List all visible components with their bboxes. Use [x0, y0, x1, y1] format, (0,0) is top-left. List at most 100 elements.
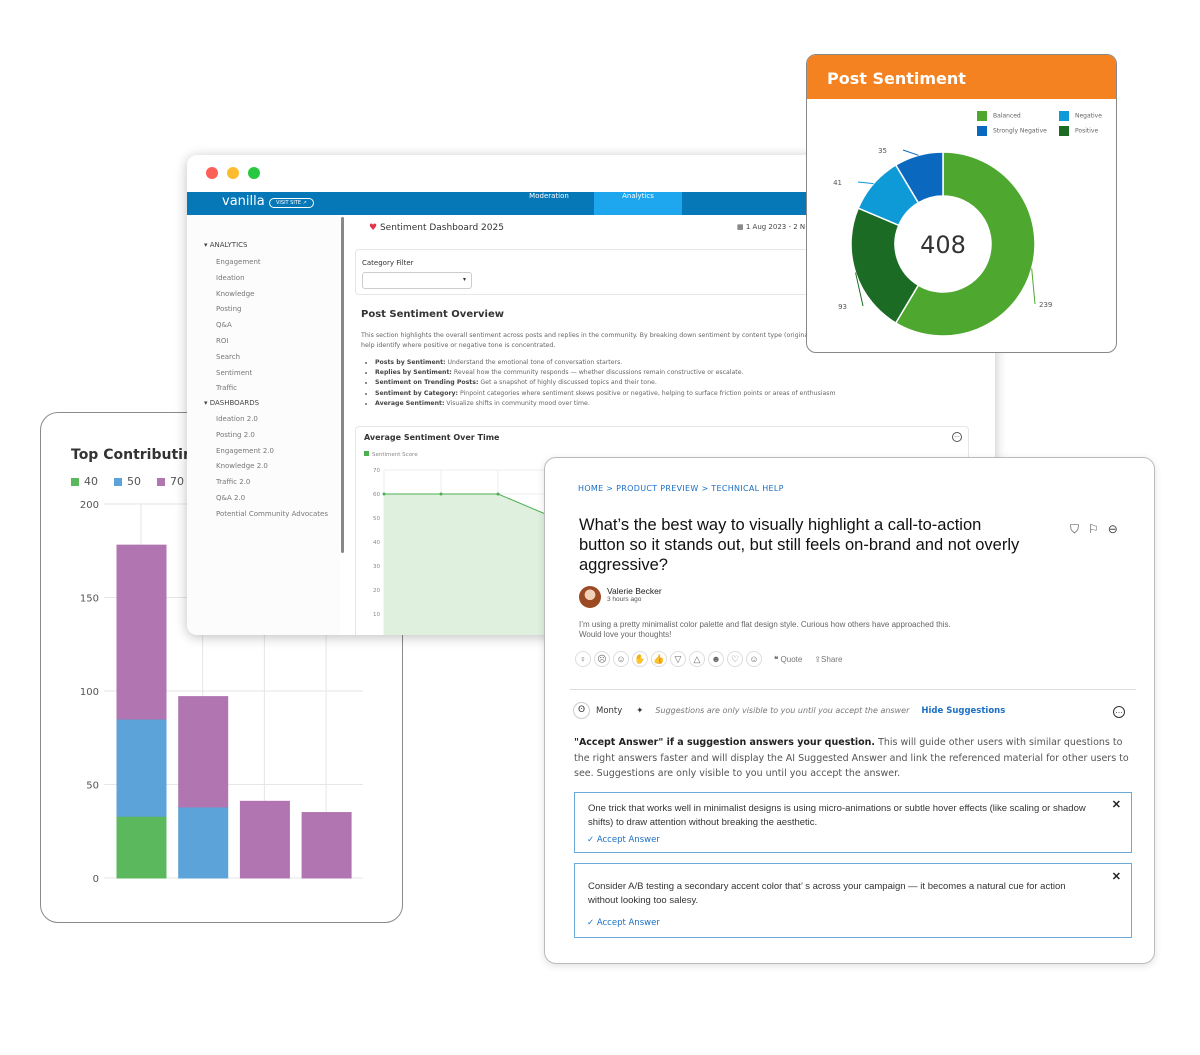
- question-post-card: HOME > PRODUCT PREVIEW > TECHNICAL HELP …: [544, 457, 1155, 964]
- lightbulb-icon[interactable]: ♀: [575, 651, 591, 667]
- hide-suggestions-link[interactable]: Hide Suggestions: [921, 705, 1006, 716]
- sidebar-item[interactable]: Q&A 2.0: [216, 494, 246, 502]
- legend-item[interactable]: 70: [157, 475, 184, 488]
- more-options-icon[interactable]: ⊖: [1107, 522, 1118, 536]
- accept-answer-button[interactable]: ✓ Accept Answer: [587, 918, 660, 928]
- y-tick-label: 50: [373, 516, 380, 522]
- y-tick-label: 0: [93, 874, 99, 885]
- sidebar-item[interactable]: Traffic: [216, 384, 238, 393]
- minimize-window-button[interactable]: [227, 167, 239, 179]
- suggestion-text: Consider A/B testing a secondary accent …: [588, 881, 1066, 906]
- more-options-icon[interactable]: …: [952, 432, 962, 442]
- label-leader: [855, 272, 864, 307]
- sidebar-item[interactable]: Potential Community Advocates: [216, 509, 328, 518]
- dismiss-suggestion-button[interactable]: ✕: [1111, 871, 1121, 883]
- quote-button[interactable]: ❝ Quote: [774, 654, 803, 664]
- legend-item[interactable]: Strongly Negative: [977, 126, 1047, 136]
- dismiss-suggestion-button[interactable]: ✕: [1111, 799, 1121, 811]
- accept-answer-intro: "Accept Answer" if a suggestion answers …: [574, 737, 1129, 779]
- y-tick-label: 100: [80, 687, 99, 698]
- bar-segment: [116, 718, 167, 817]
- vanilla-logo[interactable]: vanilla: [222, 194, 265, 209]
- sidebar-item[interactable]: Traffic 2.0: [216, 478, 251, 487]
- sidebar-item[interactable]: Ideation: [216, 273, 245, 282]
- analytics-dashboard-window: vanilla VISIT SITE ↗ Moderation Analytic…: [187, 155, 995, 635]
- laugh-icon[interactable]: ☻: [708, 651, 724, 667]
- overview-text: This section highlights the overall sent…: [361, 332, 809, 349]
- flag-icon[interactable]: ⚐: [1088, 522, 1099, 536]
- sidebar-item[interactable]: Posting 2.0: [216, 430, 255, 439]
- y-tick-label: 200: [80, 500, 99, 511]
- legend-item[interactable]: Balanced: [977, 111, 1021, 121]
- tab-analytics[interactable]: Analytics: [594, 192, 682, 215]
- sidebar-scrollbar[interactable]: [341, 217, 344, 553]
- category-filter-select[interactable]: ▾: [362, 272, 472, 289]
- y-tick-label: 30: [373, 564, 380, 570]
- down-vote-icon[interactable]: ▽: [670, 651, 686, 667]
- donut-slice: [850, 207, 920, 324]
- dashboard-title: ♥ Sentiment Dashboard 2025: [369, 223, 504, 233]
- sad-face-icon[interactable]: ☹: [594, 651, 610, 667]
- post-sentiment-card: Post Sentiment Balanced Negative Strongl…: [806, 54, 1117, 353]
- sidebar-item[interactable]: Posting: [216, 305, 242, 314]
- sidebar-item[interactable]: ROI: [216, 337, 229, 345]
- sidebar-section-dashboards[interactable]: ▾ DASHBOARDS: [204, 399, 260, 407]
- y-tick-label: 70: [373, 468, 380, 474]
- legend-item[interactable]: Negative: [1059, 111, 1102, 121]
- tab-moderation[interactable]: Moderation: [529, 192, 569, 200]
- sparkle-icon: ✦: [636, 705, 644, 716]
- sidebar-section-analytics[interactable]: ▾ ANALYTICS: [204, 241, 248, 249]
- share-icon: ⇪: [814, 654, 822, 664]
- bookmark-icon[interactable]: ⛉: [1070, 522, 1080, 536]
- sidebar-item[interactable]: Search: [216, 352, 241, 361]
- smile-icon[interactable]: ☺: [613, 651, 629, 667]
- bar-segment: [239, 800, 290, 879]
- overview-bullet: Sentiment on Trending Posts: Get a snaps…: [375, 378, 836, 388]
- more-options-icon[interactable]: …: [1113, 706, 1125, 718]
- y-tick-label: 10: [373, 612, 380, 618]
- legend-item[interactable]: 50: [114, 475, 141, 488]
- grin-icon[interactable]: ☺: [746, 651, 762, 667]
- sidebar: ▾ ANALYTICS Engagement Ideation Knowledge P…: [187, 215, 340, 635]
- legend-item[interactable]: 40: [71, 475, 98, 488]
- y-tick-label: 50: [86, 781, 99, 792]
- date-range-picker[interactable]: ▦ 1 Aug 2023 - 2 N: [737, 223, 806, 231]
- accept-answer-button[interactable]: ✓ Accept Answer: [587, 835, 660, 845]
- breadcrumb[interactable]: HOME > PRODUCT PREVIEW > TECHNICAL HELP: [578, 484, 784, 493]
- close-window-button[interactable]: [206, 167, 218, 179]
- post-author: Valerie Becker 3 hours ago: [579, 586, 662, 608]
- post-time: 3 hours ago: [607, 596, 642, 603]
- sidebar-item[interactable]: Engagement: [216, 258, 261, 266]
- share-button[interactable]: ⇪Share: [814, 654, 843, 664]
- avatar[interactable]: [579, 586, 601, 608]
- sidebar-item[interactable]: Q&A: [216, 321, 232, 330]
- donut-center-total: 408: [920, 231, 966, 259]
- thumbs-down-icon[interactable]: ✋: [632, 651, 648, 667]
- bar-segment: [116, 544, 167, 720]
- top-nav: vanilla VISIT SITE ↗ Moderation Analytic…: [187, 192, 995, 215]
- visit-site-button[interactable]: VISIT SITE ↗: [269, 198, 314, 208]
- sidebar-item[interactable]: Sentiment: [216, 368, 253, 377]
- sidebar-item[interactable]: Knowledge: [216, 289, 255, 298]
- stacked-bar-chart: 0 50 100 150 200: [80, 500, 363, 885]
- legend-item[interactable]: Positive: [1059, 126, 1098, 136]
- slice-value-label: 93: [838, 303, 847, 311]
- y-tick-label: 150: [80, 594, 99, 605]
- slice-value-label: 41: [833, 179, 842, 187]
- donut-slice: [894, 151, 944, 204]
- sidebar-item[interactable]: Ideation 2.0: [216, 415, 258, 423]
- author-name[interactable]: Valerie Becker: [607, 586, 662, 596]
- up-vote-icon[interactable]: △: [689, 651, 705, 667]
- y-tick-label: 60: [373, 492, 380, 498]
- suggestions-note: Suggestions are only visible to you unti…: [655, 706, 910, 715]
- question-title: What’s the best way to visually highligh…: [579, 516, 1020, 574]
- chart-title: Top Contributing M: [71, 447, 222, 463]
- panel-title: Average Sentiment Over Time: [364, 433, 500, 442]
- card-title: Post Sentiment: [807, 55, 1116, 99]
- sidebar-item[interactable]: Knowledge 2.0: [216, 462, 268, 471]
- heart-icon[interactable]: ♡: [727, 651, 743, 667]
- sidebar-item[interactable]: Engagement 2.0: [216, 446, 275, 455]
- maximize-window-button[interactable]: [248, 167, 260, 179]
- thumbs-up-icon[interactable]: 👍: [651, 651, 667, 667]
- overview-bullet: Replies by Sentiment: Reveal how the com…: [375, 368, 836, 378]
